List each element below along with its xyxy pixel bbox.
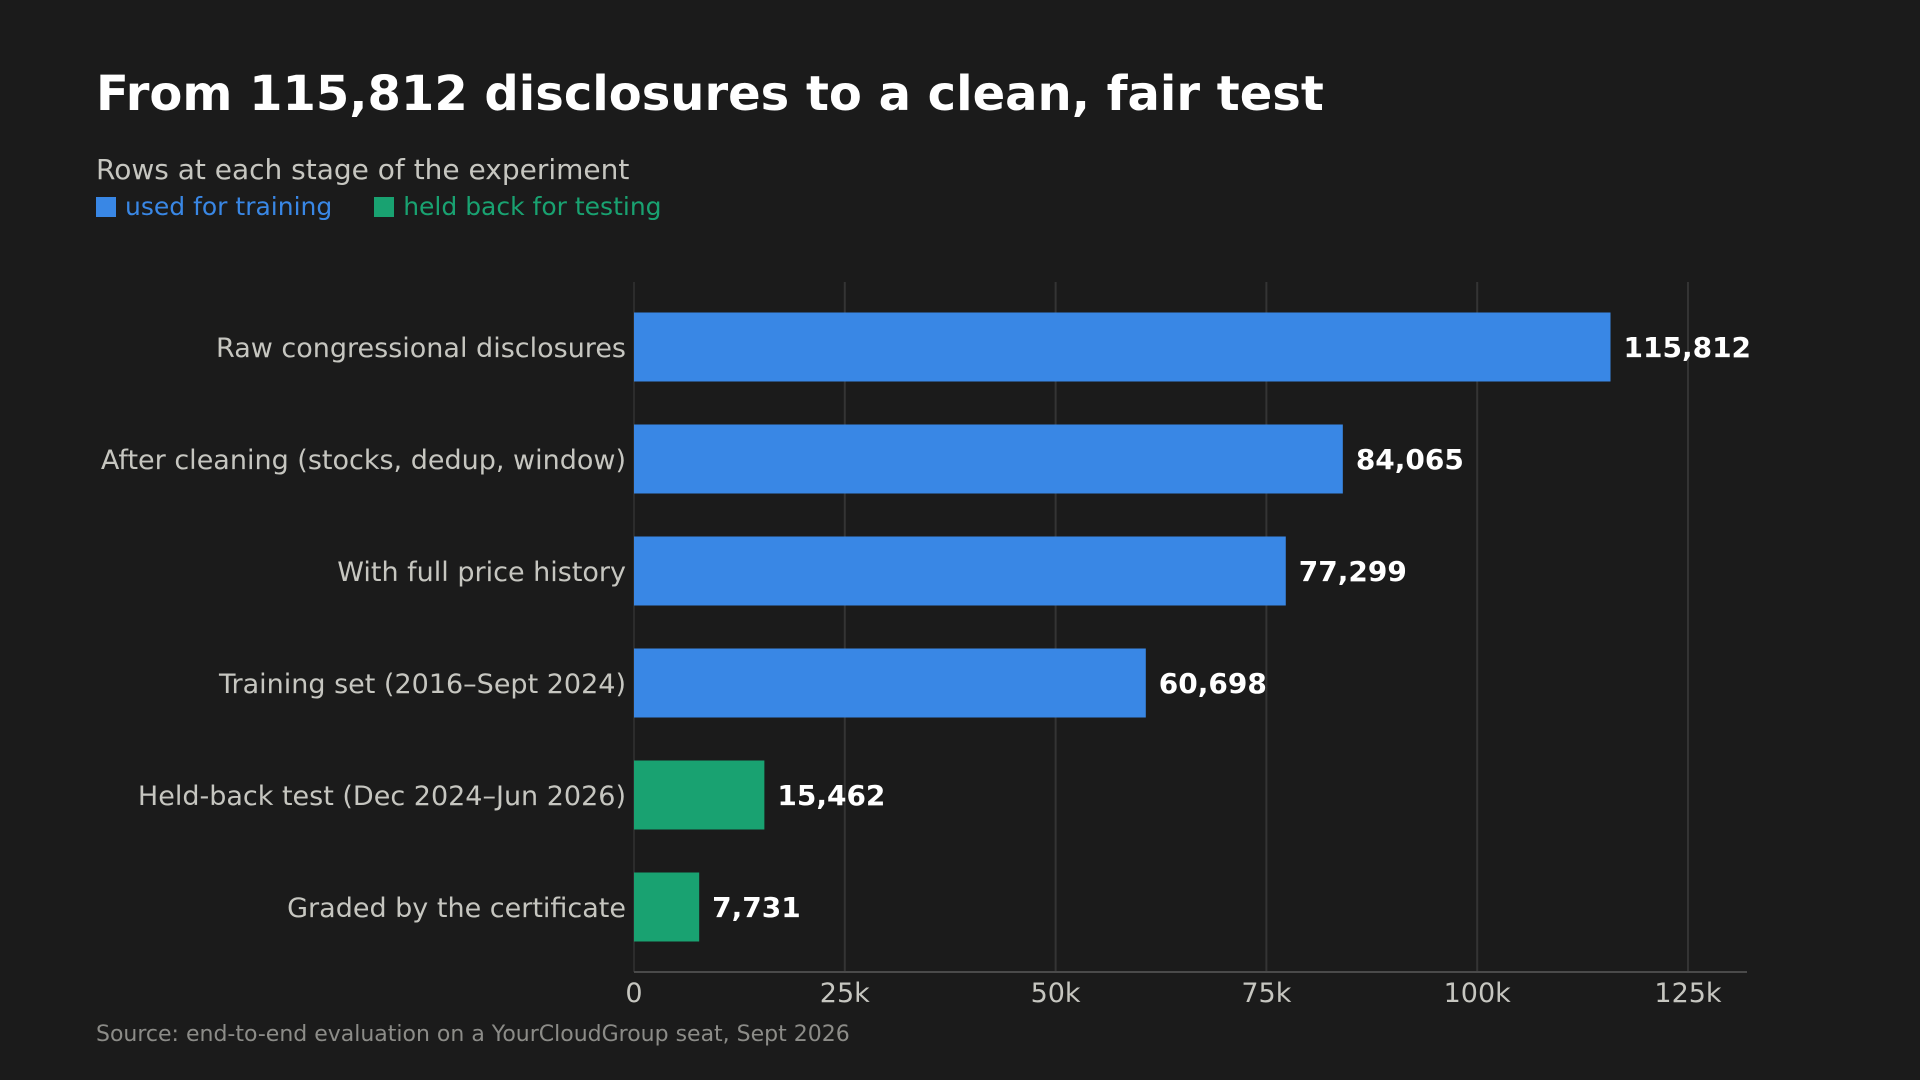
bar <box>634 872 700 942</box>
x-tick-label: 0 <box>625 978 642 1009</box>
category-label: Graded by the certificate <box>287 893 626 924</box>
value-label: 77,299 <box>1299 555 1407 588</box>
legend-item-testing: held back for testing <box>374 192 662 221</box>
x-tick-label: 25k <box>820 978 870 1009</box>
chart-title: From 115,812 disclosures to a clean, fai… <box>96 66 1324 122</box>
x-tick-label: 125k <box>1654 978 1722 1009</box>
x-tick-label: 100k <box>1444 978 1512 1009</box>
legend-swatch-testing <box>374 197 395 217</box>
bars <box>634 312 1611 942</box>
legend-swatch-training <box>96 197 116 217</box>
category-label: With full price history <box>337 557 626 588</box>
labels: 0 25k 50k 75k 100k 125k Raw congressional disc… <box>101 331 1751 1009</box>
source-note: Source: end-to-end evaluation on a YourC… <box>96 1022 850 1047</box>
legend: used for training held back for testing <box>96 192 696 221</box>
bar <box>634 424 1343 494</box>
category-label: Raw congressional disclosures <box>216 333 626 364</box>
value-label: 84,065 <box>1356 443 1464 476</box>
bar <box>634 536 1286 606</box>
chart-subtitle: Rows at each stage of the experiment <box>96 153 630 186</box>
value-label: 15,462 <box>777 779 885 812</box>
value-label: 115,812 <box>1624 331 1752 364</box>
value-label: 60,698 <box>1159 667 1267 700</box>
bar <box>634 312 1611 382</box>
legend-label-testing: held back for testing <box>403 192 662 221</box>
category-label: After cleaning (stocks, dedup, window) <box>101 445 626 476</box>
legend-item-training: used for training <box>96 192 332 221</box>
x-tick-label: 75k <box>1241 978 1291 1009</box>
legend-label-training: used for training <box>125 192 333 221</box>
category-label: Held-back test (Dec 2024–Jun 2026) <box>138 781 626 812</box>
category-label: Training set (2016–Sept 2024) <box>218 669 626 700</box>
grid-lines <box>633 282 1747 973</box>
x-tick-label: 50k <box>1031 978 1081 1009</box>
bar <box>634 760 765 830</box>
bar <box>634 648 1146 718</box>
value-label: 7,731 <box>712 891 801 924</box>
